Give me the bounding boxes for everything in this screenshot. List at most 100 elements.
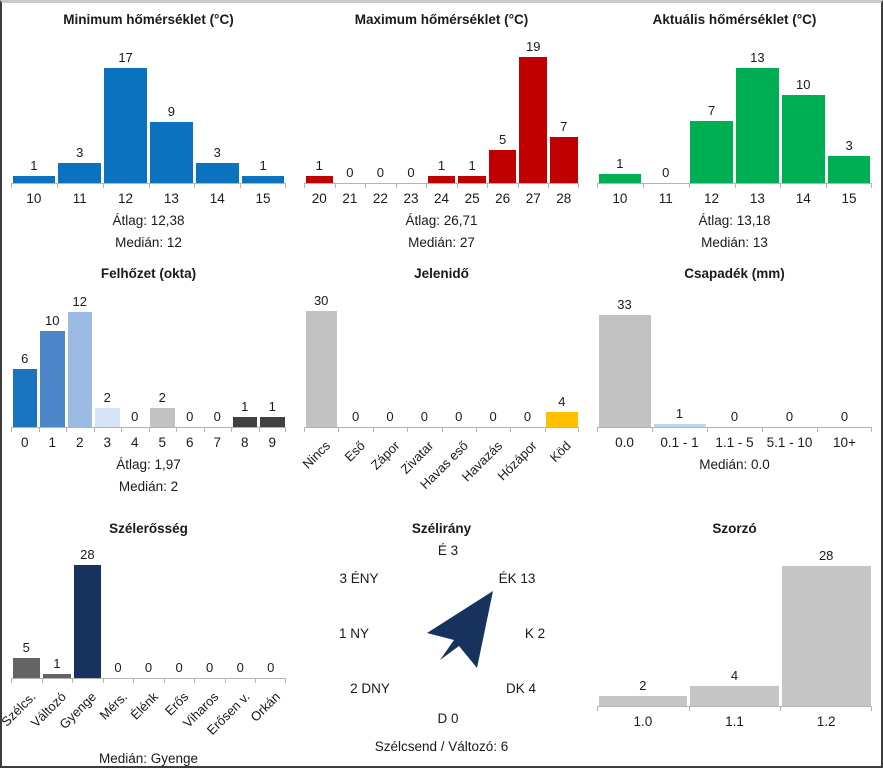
bar-slot: 1 — [457, 158, 488, 183]
category-label: 1.1 — [689, 712, 781, 729]
axis-tick — [597, 706, 598, 711]
bar-slot: 2 — [94, 390, 122, 428]
category-label-text: 25 — [464, 191, 480, 206]
category-label: Hózápor — [494, 433, 544, 493]
bar-slot: 0 — [817, 409, 872, 427]
axis-tick — [240, 184, 242, 188]
stat-line: Medián: 27 — [408, 235, 475, 250]
bar-slot: 0 — [762, 409, 817, 427]
bar — [827, 156, 871, 183]
axis-tick — [652, 428, 653, 433]
bar — [232, 417, 257, 428]
bar-value-label: 2 — [639, 677, 647, 693]
category-label-text: 3 — [103, 435, 111, 451]
bar-slot: 1 — [259, 399, 287, 428]
axis-tick — [688, 184, 690, 188]
stat-line: Átlag: 13,18 — [698, 213, 771, 228]
axis-tick — [194, 184, 196, 188]
bar-slot: 28 — [72, 547, 103, 678]
stat-line: Átlag: 26,71 — [405, 213, 478, 228]
category-label-text: 9 — [268, 435, 276, 451]
bar-value-label: 0 — [376, 165, 385, 180]
bar — [735, 68, 779, 183]
category-label: 3 — [94, 433, 122, 450]
compass-footer: Szélcsend / Változó: 6 — [374, 738, 509, 754]
bar-slot: 0 — [396, 165, 427, 183]
category-label-text: 5 — [158, 435, 166, 451]
chart-title: Csapadék (mm) — [684, 266, 785, 282]
category-label-text: 22 — [372, 191, 388, 206]
axis-tick — [762, 428, 763, 433]
bar-plot: 1 0 0 0 1 1 5 19 7 — [304, 35, 579, 183]
category-labels: 10 11 12 13 14 15 — [11, 189, 286, 206]
axis-tick — [285, 428, 286, 433]
stat-line: Medián: Gyenge — [98, 750, 199, 766]
axis-tick — [11, 184, 12, 188]
category-label: 21 — [335, 189, 366, 206]
bar — [690, 121, 733, 183]
category-label-text: 8 — [240, 435, 249, 451]
axis-tick — [56, 184, 58, 188]
compass-label-se: DK 4 — [505, 680, 537, 696]
bar — [95, 408, 120, 428]
bar-slot: 0 — [176, 409, 204, 427]
axis-tick — [475, 428, 477, 433]
category-label: 1.0 — [597, 712, 689, 729]
compass-label-ne: ÉK 13 — [498, 570, 536, 586]
axis-tick — [163, 678, 165, 683]
bar-slot: 0 — [707, 409, 762, 427]
bar-value-label: 0 — [386, 409, 394, 425]
axis-tick — [871, 428, 872, 433]
bar-value-label: 4 — [730, 667, 739, 683]
bar-slot: 0 — [338, 409, 372, 427]
axis-tick — [334, 184, 336, 188]
stat-line: Átlag: 12,38 — [112, 213, 185, 228]
category-label: Eső — [338, 433, 372, 493]
axis-tick — [548, 184, 550, 188]
bar — [781, 95, 825, 183]
category-label: 1.1 - 5 — [707, 433, 762, 450]
bar-plot: 5 1 28 0 0 0 0 0 0 — [11, 544, 286, 678]
bar-slot: 0 — [194, 660, 225, 678]
bar-slot: 30 — [304, 293, 338, 428]
bar-value-label: 6 — [21, 351, 29, 367]
category-label: 20 — [304, 189, 335, 206]
bar-value-label: 0 — [455, 409, 463, 425]
category-label: 0 — [11, 433, 39, 450]
category-label: 0.0 — [597, 433, 652, 450]
axis-tick — [365, 184, 367, 188]
category-label-text: 10 — [26, 191, 42, 206]
bar-slot: 28 — [780, 548, 872, 706]
category-label-text: Nincs — [299, 438, 334, 472]
category-label: 6 — [176, 433, 204, 450]
category-label-text: 14 — [209, 191, 225, 206]
category-label-text: 11 — [658, 191, 673, 206]
axis-tick — [517, 184, 519, 188]
bar-value-label: 1 — [315, 158, 323, 173]
bar — [598, 315, 651, 428]
category-label: 25 — [457, 189, 488, 206]
category-label: 15 — [240, 189, 286, 206]
bar — [653, 424, 706, 428]
panel-present-weather: Jelenidő 30 0 0 0 0 0 0 4 Nincs Eső Zápor Zivatar Hav… — [295, 257, 588, 511]
category-label: 1 — [39, 433, 67, 450]
category-label: 15 — [826, 189, 872, 206]
bar-slot: 0 — [121, 409, 149, 427]
stat-line: Medián: 13 — [701, 235, 768, 250]
panel-precipitation: Csapadék (mm) 33 1 0 0 0 0.0 0.1 - 1 1.1 - 5 5.1 … — [588, 257, 881, 511]
axis-tick — [203, 428, 205, 433]
stat-line: Medián: 12 — [115, 235, 182, 250]
axis-tick — [93, 428, 95, 433]
category-label: 11 — [57, 189, 103, 206]
category-label-text: 15 — [255, 191, 271, 206]
category-label-text: 0 — [20, 435, 29, 451]
bar-value-label: 0 — [420, 409, 428, 425]
bar-value-label: 1 — [437, 158, 446, 173]
axis-tick — [871, 184, 872, 188]
bar-plot: 1 0 7 13 10 3 — [597, 35, 872, 183]
bar-slot: 12 — [66, 294, 94, 428]
category-label: Nincs — [300, 433, 338, 493]
bar — [58, 163, 102, 183]
axis-tick — [372, 428, 374, 433]
